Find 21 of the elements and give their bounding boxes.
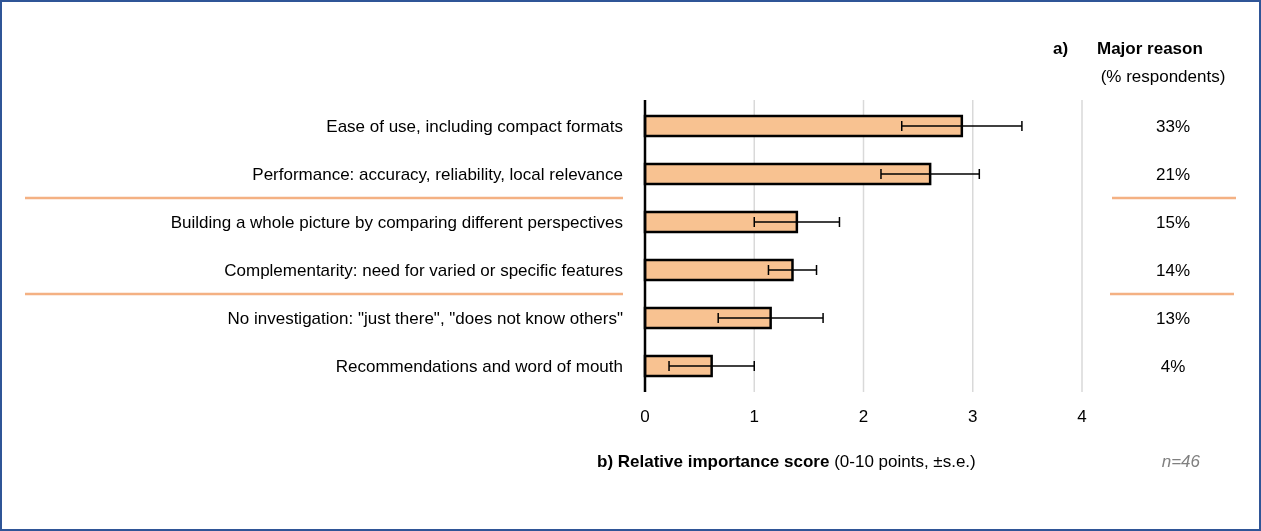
x-tick-label: 2 (858, 407, 869, 426)
x-tick-label: 4 (1077, 407, 1087, 426)
data-label: 15% (1155, 213, 1191, 232)
y-tick-label: Recommendations and word of mouth (335, 357, 623, 376)
y-tick-label: No investigation: "just there", "does not know others" (227, 309, 623, 328)
data-label: 13% (1155, 309, 1191, 328)
x-tick-label: 3 (968, 407, 978, 426)
x-axis-title: b) Relative importance score (0-10 points, ±s.e.) (597, 452, 976, 471)
y-tick-label: Ease of use, including compact formats (326, 117, 623, 136)
data-label: 14% (1155, 261, 1191, 280)
text: n=46 (1161, 452, 1201, 471)
x-tick-label: 1 (749, 407, 759, 426)
data-label: 33% (1155, 117, 1191, 136)
data-label: 4% (1160, 357, 1186, 376)
x-tick-label: 0 (640, 407, 650, 426)
y-tick-label: Performance: accuracy, reliability, local relevance (252, 165, 623, 184)
y-tick-label: Complementarity: need for varied or specific features (224, 261, 623, 280)
data-label: 21% (1155, 165, 1191, 184)
chart-title: a) Major reason (1053, 39, 1203, 58)
text: (% respondents) (1100, 67, 1226, 86)
y-tick-label: Building a whole picture by comparing different perspectives (170, 213, 623, 232)
